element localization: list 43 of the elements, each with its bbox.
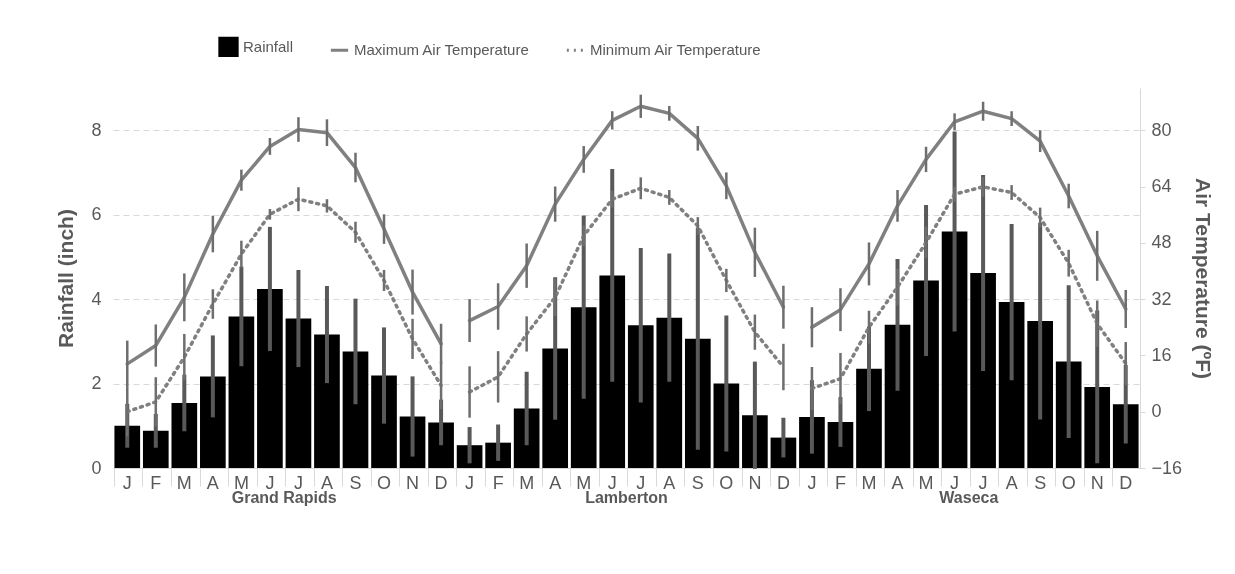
- x-tick-label: S: [349, 472, 362, 493]
- x-tick-label: S: [1034, 472, 1047, 493]
- y2-axis-title: Air Temperature (ºF): [1192, 178, 1216, 379]
- x-tick-label: N: [406, 472, 420, 493]
- x-tick-label: N: [1090, 472, 1104, 493]
- x-tick-label: M: [176, 472, 192, 493]
- y2-tick-label: 32: [1151, 288, 1172, 309]
- legend-label: Minimum Air Temperature: [590, 41, 761, 59]
- x-tick-label: M: [918, 472, 934, 493]
- x-tick-label: S: [691, 472, 704, 493]
- y-tick-label: 4: [91, 288, 102, 309]
- x-tick-label: F: [834, 472, 846, 493]
- y2-tick-label: 80: [1151, 119, 1172, 140]
- x-tick-label: F: [150, 472, 162, 493]
- y2-tick-label: 16: [1151, 344, 1172, 365]
- x-tick-label: O: [1061, 472, 1076, 493]
- y-tick-label: 8: [91, 119, 102, 140]
- x-tick-label: M: [861, 472, 877, 493]
- x-tick-label: J: [465, 472, 475, 493]
- x-tick-label: D: [434, 472, 448, 493]
- x-tick-label: A: [206, 472, 219, 493]
- x-tick-label: D: [1119, 472, 1133, 493]
- y2-tick-label: 48: [1151, 232, 1172, 253]
- legend-label: Rainfall: [243, 37, 294, 55]
- y2-tick-label: −16: [1151, 457, 1183, 478]
- x-tick-label: J: [122, 472, 132, 493]
- x-tick-label: J: [807, 472, 817, 493]
- x-tick-label: O: [377, 472, 392, 493]
- x-tick-label: M: [519, 472, 535, 493]
- y-tick-label: 2: [91, 373, 102, 394]
- x-tick-label: N: [748, 472, 762, 493]
- x-tick-label: A: [1005, 472, 1018, 493]
- x-tick-label: D: [776, 472, 790, 493]
- x-tick-label: F: [492, 472, 504, 493]
- legend-label: Maximum Air Temperature: [354, 41, 529, 59]
- y2-tick-label: 64: [1151, 176, 1172, 197]
- y-tick-label: 6: [91, 204, 102, 225]
- y2-tick-label: 0: [1151, 401, 1162, 422]
- y-axis-title: Rainfall (inch): [54, 209, 78, 348]
- x-tick-label: A: [891, 472, 904, 493]
- y-tick-label: 0: [91, 457, 102, 478]
- x-tick-label: O: [719, 472, 734, 493]
- x-tick-label: A: [549, 472, 562, 493]
